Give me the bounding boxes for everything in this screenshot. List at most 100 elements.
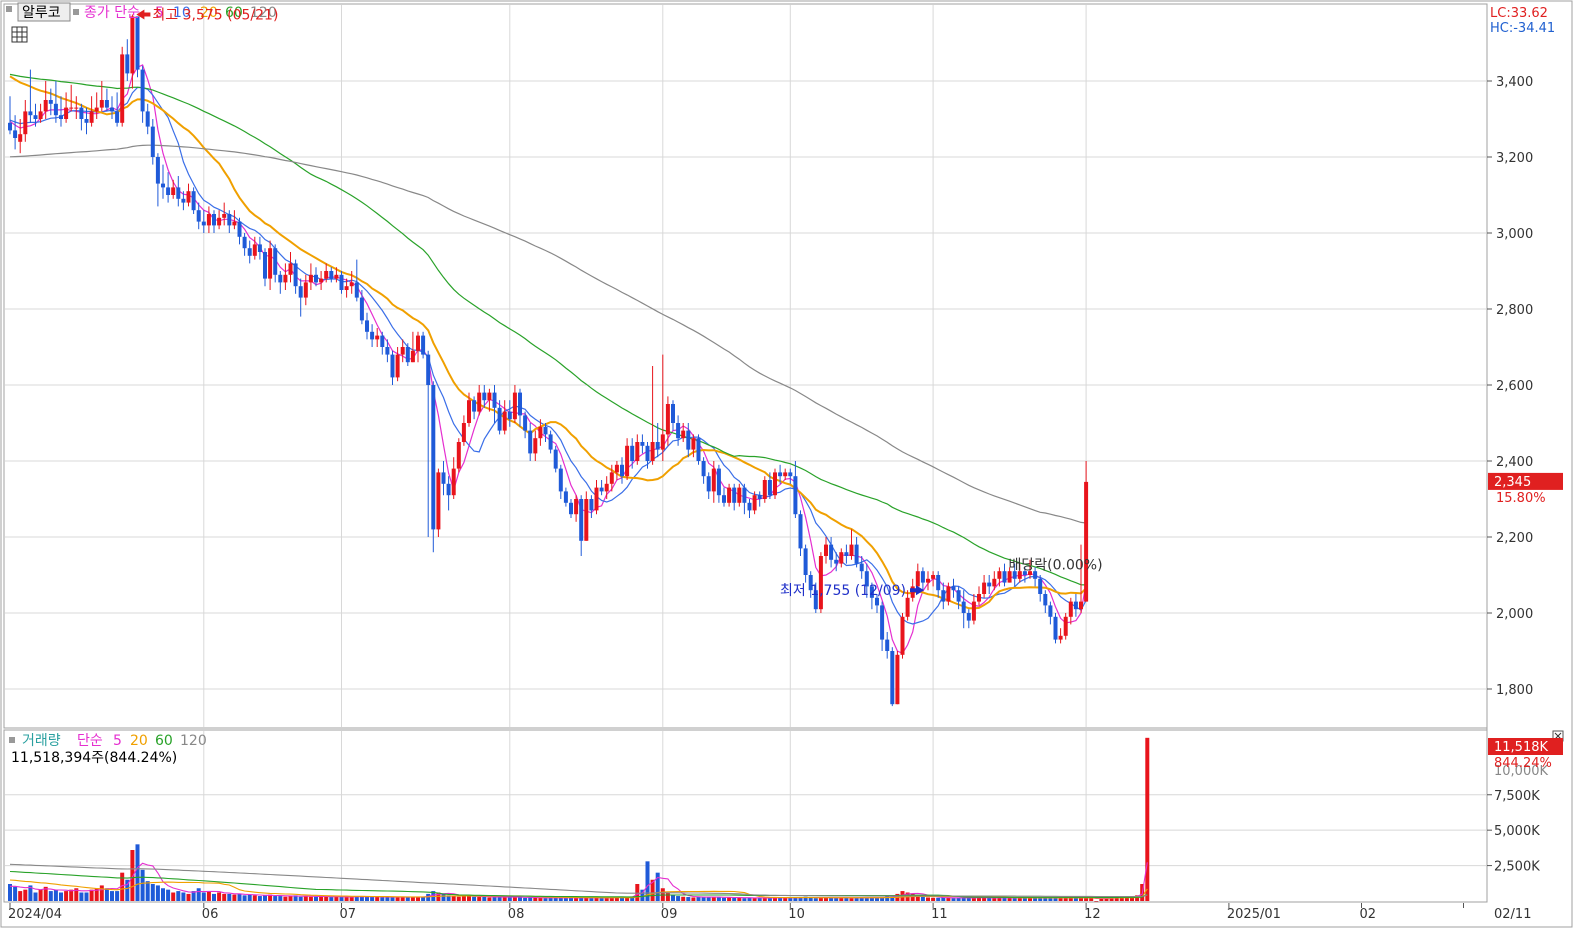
volume-bar [1033, 897, 1038, 901]
candle-body [232, 221, 237, 226]
candle-body [951, 586, 956, 591]
volume-bar [69, 889, 74, 901]
price-grid [5, 5, 1486, 727]
candle-body [319, 278, 324, 283]
volume-bar [308, 896, 313, 901]
volume-bar [329, 897, 334, 901]
volume-bar [314, 896, 318, 901]
candle-body [977, 594, 981, 602]
ma-20-line [9, 75, 1087, 610]
legend-period-120: 120 [250, 5, 277, 21]
candle-body [293, 263, 298, 287]
candle-body [125, 54, 130, 74]
volume-bar [1104, 897, 1109, 901]
volume-bar [1099, 898, 1104, 901]
volume-bar [227, 893, 232, 901]
candle-body [303, 282, 308, 298]
candle-body [33, 115, 38, 119]
table-grid-icon[interactable] [11, 26, 28, 43]
volume-bar [89, 889, 94, 901]
volume-bar [574, 898, 579, 901]
volume-bar [324, 896, 329, 901]
volume-bar [18, 891, 23, 901]
candle-body [512, 392, 517, 420]
candle-body [905, 597, 910, 617]
candle-body [747, 502, 752, 511]
candle-body [257, 244, 262, 252]
volume-bar [410, 897, 415, 901]
volume-bar [278, 896, 283, 901]
min-price-marker: 최저 1,755 (12/09) [780, 583, 924, 599]
candle-body [370, 331, 375, 340]
volume-bar [543, 898, 548, 901]
y-tick-label: 2,600 [1496, 379, 1533, 394]
y-tick-label: 7,500K [1494, 789, 1540, 804]
candle-body [110, 107, 114, 112]
min-arrow-icon [910, 585, 924, 596]
volume-bar [1130, 896, 1134, 901]
candle-body [314, 274, 318, 283]
stock-name-box[interactable] [17, 2, 71, 22]
candle-body [130, 16, 135, 74]
current-volume-tag: 10,000K 11,518K 844.24% [1488, 738, 1563, 779]
candle-body [115, 111, 120, 123]
candle-body [1068, 601, 1073, 617]
volume-bar [538, 897, 543, 901]
volume-bar [461, 896, 466, 901]
candle-body [834, 559, 839, 564]
candle-body [252, 244, 257, 256]
current-price-tag: 2,345 15.80% [1488, 472, 1563, 506]
volume-bar [818, 897, 823, 901]
candle-body [201, 221, 206, 226]
volume-bar [569, 897, 573, 901]
volume-bar [869, 897, 874, 901]
candle-body [635, 442, 640, 461]
volume-bar [757, 897, 762, 901]
candle-body [706, 476, 711, 492]
volume-bar [604, 897, 609, 901]
y-tick-label: 3,400 [1496, 75, 1533, 90]
stock-name: 알루코 [22, 5, 61, 21]
volume-bar [166, 889, 171, 901]
volume-bar [956, 897, 961, 901]
y-tick-label: 3,000 [1496, 227, 1533, 242]
volume-title: 거래량 [22, 733, 61, 749]
volume-bar [946, 897, 951, 901]
volume-bar [971, 898, 976, 901]
lc-value: LC:33.62 [1490, 6, 1548, 21]
candle-body [686, 430, 691, 450]
candle-body [171, 187, 176, 195]
candle-body [813, 590, 818, 610]
candle-body [1058, 635, 1063, 640]
candle-body [135, 16, 140, 70]
volume-bar [512, 897, 517, 901]
volume-bar [732, 897, 737, 901]
candle-body [875, 597, 879, 606]
volume-bar [130, 850, 135, 901]
candle-body [997, 571, 1002, 579]
volume-bar [33, 892, 38, 901]
volume-bars [8, 737, 1150, 902]
volume-bar [788, 897, 793, 901]
volume-bar [456, 896, 461, 901]
candle-body [880, 605, 885, 640]
legend-square-icon [73, 9, 79, 15]
candle-body [574, 499, 579, 515]
candle-body [288, 263, 293, 275]
volume-bar [982, 897, 987, 901]
candle-body [630, 445, 635, 461]
x-tick-label: 08 [508, 907, 525, 922]
volume-period-60: 60 [155, 733, 173, 749]
volume-grid [5, 731, 1486, 901]
candle-body [614, 464, 619, 473]
volume-collapse-icon[interactable] [9, 737, 15, 743]
candle-body [900, 616, 905, 655]
x-tick-label: 2025/01 [1227, 907, 1281, 922]
candle-body [895, 654, 900, 705]
candle-body [523, 415, 528, 431]
volume-bar [915, 895, 920, 901]
volume-bar [186, 893, 191, 901]
collapse-square-icon[interactable] [6, 6, 12, 12]
candle-body [579, 499, 584, 541]
volume-bar [94, 888, 99, 901]
